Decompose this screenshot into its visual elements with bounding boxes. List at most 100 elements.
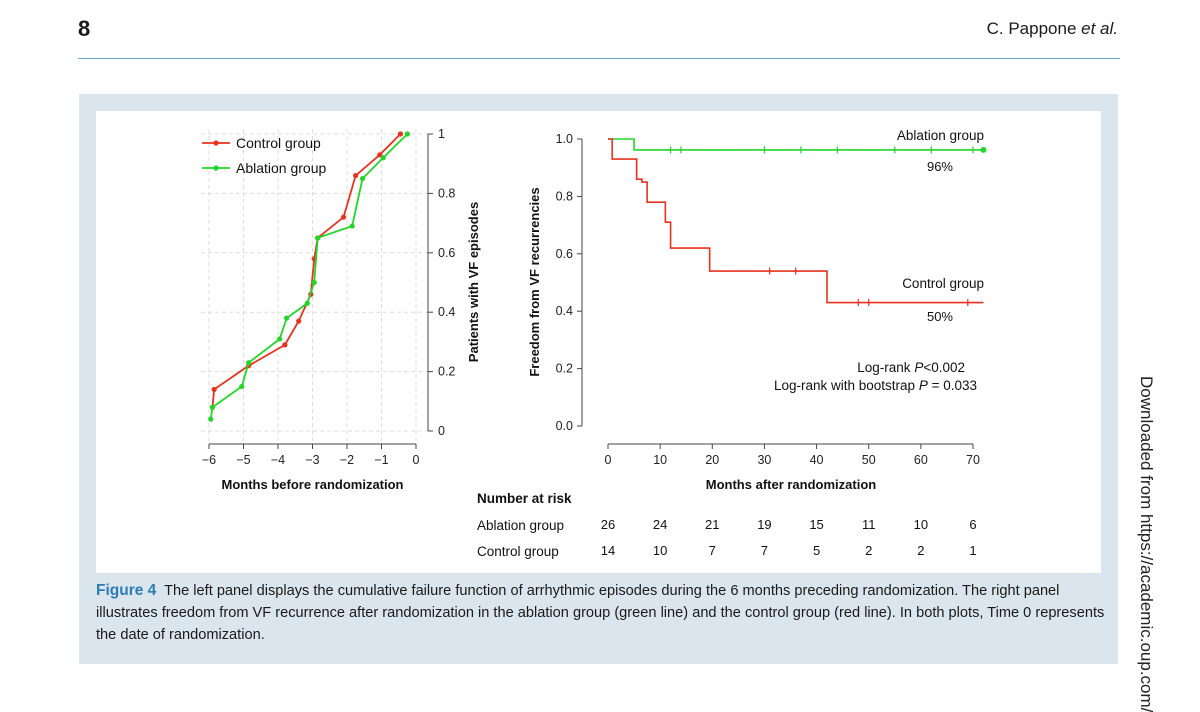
risk-table-cell: 21 <box>705 517 719 532</box>
header-rule <box>78 58 1120 59</box>
logrank-value: <0.002 <box>923 360 965 375</box>
right-x-tick-label: 30 <box>757 453 771 467</box>
left-series-point <box>282 342 288 348</box>
risk-table-cell: 14 <box>601 543 615 558</box>
logrank-label: Log-rank P<0.002 <box>857 360 965 375</box>
risk-table-cell: 7 <box>761 543 768 558</box>
logrank-prefix: Log-rank <box>857 360 914 375</box>
risk-table-cell: 1 <box>969 543 976 558</box>
right-y-tick-label: 0.4 <box>556 304 573 318</box>
right-x-tick-label: 60 <box>914 453 928 467</box>
bootstrap-prefix: Log-rank with bootstrap <box>774 378 919 393</box>
control-percent-label: 50% <box>927 309 953 324</box>
left-legend-label: Control group <box>236 135 321 151</box>
figure-plot-panel: −6 −5 −4 −3 −2 −1 0 0 0.2 0.4 0.6 0.8 1 Months before… <box>96 111 1101 573</box>
left-x-tick-label: −5 <box>236 453 250 467</box>
left-series-point <box>211 386 217 393</box>
left-series-point <box>353 172 359 179</box>
risk-table-cell: 6 <box>969 517 976 532</box>
left-y-tick-label: 0.2 <box>438 365 455 379</box>
left-series-point <box>380 155 386 161</box>
left-series-point <box>315 235 321 241</box>
right-x-axis-label: Months after randomization <box>706 477 877 492</box>
left-y-tick-label: 0.6 <box>438 246 455 260</box>
left-series-point <box>209 404 216 410</box>
left-y-tick-label: 0 <box>438 424 445 438</box>
logrank-p-symbol: P <box>914 360 923 375</box>
right-y-axis-label: Freedom from VF recurrencies <box>527 187 542 376</box>
right-step-line-ablation <box>608 138 984 151</box>
right-x-tick-label: 40 <box>810 453 824 467</box>
left-series-line-ablation <box>209 133 409 420</box>
left-y-tick-label: 0.4 <box>438 305 455 319</box>
running-head-etal: et al. <box>1081 19 1118 38</box>
left-x-tick-label: 0 <box>413 453 420 467</box>
ablation-curve-label: Ablation group <box>897 128 984 143</box>
left-y-tick-label: 0.8 <box>438 186 455 200</box>
left-series-point <box>304 300 310 306</box>
right-x-tick-label: 10 <box>653 453 667 467</box>
left-y-axis-label: Patients with VF episodes <box>466 202 481 362</box>
risk-table-cell: 26 <box>601 517 615 532</box>
download-side-note: Downloaded from https://academic.oup.com… <box>1137 376 1156 712</box>
left-x-tick-label: −3 <box>305 453 319 467</box>
risk-table-cell: 7 <box>709 543 716 558</box>
right-x-tick-label: 0 <box>605 453 612 467</box>
left-series-point <box>377 152 383 158</box>
caption-label: Figure 4 <box>96 582 157 599</box>
risk-table-row-label: Control group <box>477 544 559 559</box>
running-head-author: C. Pappone <box>986 19 1077 38</box>
ablation-percent-label: 96% <box>927 159 953 174</box>
bootstrap-p-symbol: P <box>919 378 928 393</box>
risk-table-row-label: Ablation group <box>477 518 564 533</box>
left-series-point <box>359 175 366 182</box>
left-y-tick-label: 1 <box>438 127 445 141</box>
right-y-tick-label: 0.6 <box>556 247 573 261</box>
bootstrap-value: = 0.033 <box>928 378 977 393</box>
left-legend-marker <box>213 165 219 171</box>
risk-table-cell: 11 <box>862 517 876 532</box>
right-x-tick-label: 50 <box>862 453 876 467</box>
left-x-tick-label: −1 <box>374 453 388 467</box>
bootstrap-label: Log-rank with bootstrap P = 0.033 <box>774 378 977 393</box>
left-series-point <box>277 336 283 342</box>
right-step-line-control <box>608 138 984 304</box>
left-series-point <box>284 315 290 321</box>
left-series-point <box>208 416 214 422</box>
risk-table-cell: 10 <box>653 543 667 558</box>
page-number: 8 <box>78 16 91 41</box>
left-series-point <box>239 383 245 390</box>
running-head: C. Pappone et al. <box>987 19 1118 39</box>
left-legend-marker <box>213 140 219 146</box>
risk-table-cell: 2 <box>865 543 872 558</box>
left-x-tick-label: −4 <box>271 453 285 467</box>
figure-svg: −6 −5 −4 −3 −2 −1 0 0 0.2 0.4 0.6 0.8 1 Months before… <box>201 127 987 559</box>
right-ablation-end-marker <box>980 146 987 153</box>
caption-text: The left panel displays the cumulative f… <box>96 583 1105 643</box>
figure-caption: Figure 4 The left panel displays the cum… <box>96 580 1106 646</box>
left-series-point <box>246 360 252 366</box>
risk-table-cell: 24 <box>653 517 667 532</box>
left-series-point <box>397 131 404 137</box>
right-x-tick-label: 70 <box>966 453 980 467</box>
risk-table-cell: 5 <box>813 543 820 558</box>
risk-table-title: Number at risk <box>477 491 572 506</box>
right-y-tick-label: 0.2 <box>556 362 573 376</box>
right-y-tick-label: 1.0 <box>556 132 573 146</box>
left-legend-label: Ablation group <box>236 160 327 176</box>
left-x-axis-label: Months before randomization <box>222 477 404 492</box>
left-series-point <box>349 223 355 229</box>
risk-table-cell: 15 <box>809 517 823 532</box>
left-series-point <box>311 279 317 286</box>
right-x-tick-label: 20 <box>705 453 719 467</box>
risk-table-cell: 10 <box>914 517 928 532</box>
left-x-tick-label: −2 <box>340 453 354 467</box>
risk-table-cell: 19 <box>757 517 771 532</box>
right-y-tick-label: 0.8 <box>556 189 573 203</box>
left-series-point <box>296 318 302 324</box>
right-y-tick-label: 0.0 <box>556 419 573 433</box>
left-series-line-control <box>211 133 402 408</box>
left-x-tick-label: −6 <box>202 453 216 467</box>
left-series-point <box>404 131 410 137</box>
risk-table-cell: 2 <box>917 543 924 558</box>
